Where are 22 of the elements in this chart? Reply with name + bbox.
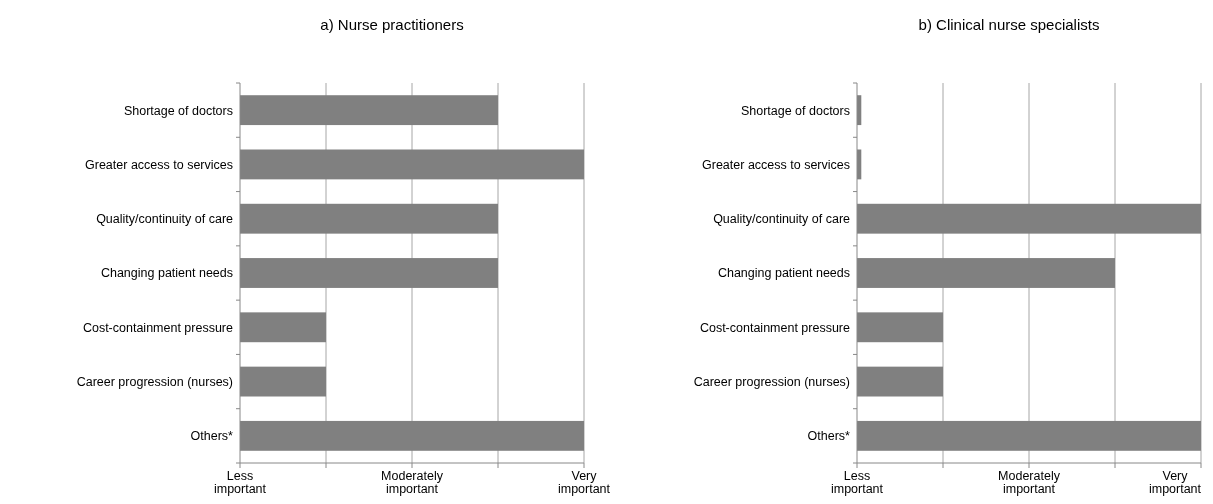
- y-tick-label: Changing patient needs: [100, 266, 233, 281]
- y-tick-label: Greater access to services: [85, 157, 233, 172]
- text: Less important: [830, 469, 884, 496]
- chart-title: a) Nurse practitioners: [320, 16, 464, 33]
- y-tick-label: Changing patient needs: [717, 266, 850, 281]
- y-tick-label: Others*: [807, 429, 851, 444]
- y-tick-label: Career progression (nurses): [693, 374, 850, 389]
- y-tick-label: Cost-containment pressure: [699, 320, 851, 335]
- text: Moderately important: [381, 469, 444, 496]
- y-tick-label: Quality/continuity of care: [96, 212, 234, 227]
- y-tick-label: Cost-containment pressure: [82, 320, 234, 335]
- text: Very important: [557, 469, 611, 496]
- y-tick-label: Quality/continuity of care: [713, 212, 851, 227]
- y-tick-label: Shortage of doctors: [740, 103, 850, 118]
- text: Very important: [1148, 469, 1202, 496]
- y-tick-label: Shortage of doctors: [123, 103, 233, 118]
- y-tick-label: Others*: [190, 429, 234, 444]
- y-tick-label: Career progression (nurses): [76, 374, 233, 389]
- chart-title: b) Clinical nurse specialists: [918, 16, 1100, 33]
- text: Less important: [213, 469, 267, 496]
- text: Moderately important: [998, 469, 1061, 496]
- y-tick-label: Greater access to services: [702, 157, 850, 172]
